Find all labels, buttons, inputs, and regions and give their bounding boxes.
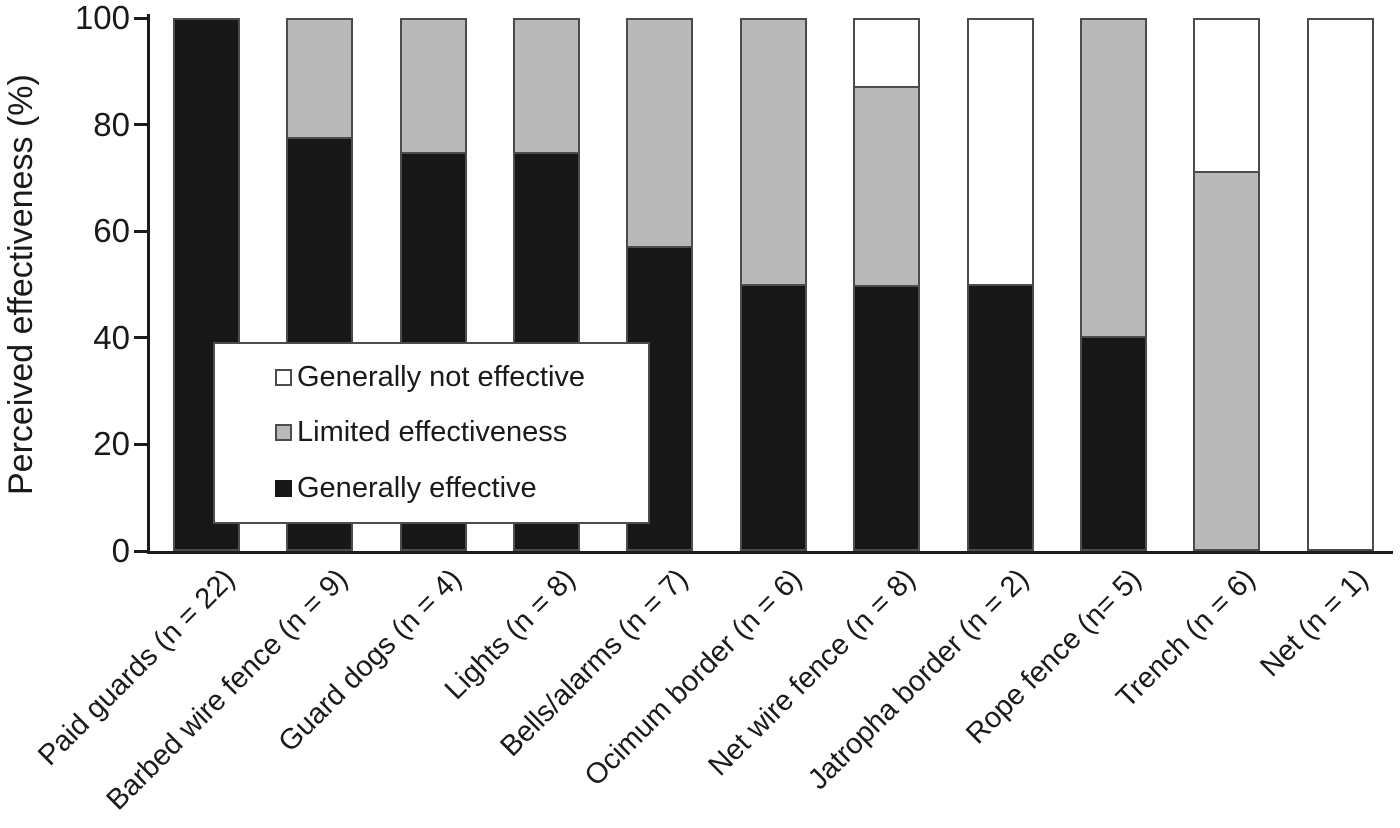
bar-segment: [855, 20, 919, 86]
y-tick: [134, 229, 148, 233]
y-axis-title: Perceived effectiveness (%): [2, 74, 40, 495]
bar-9: [1079, 18, 1147, 551]
y-tick: [134, 549, 148, 553]
bar-segment: [1195, 20, 1259, 171]
limited-swatch-icon: [275, 424, 292, 442]
bar-segment: [855, 284, 919, 549]
bar-segment: [968, 283, 1032, 549]
bar-segment: [628, 20, 692, 247]
x-axis-line: [147, 551, 1393, 554]
bar-10: [1193, 18, 1261, 551]
y-tick-label: 60: [93, 212, 130, 250]
bar-segment: [1081, 336, 1145, 549]
bar-segment: [515, 20, 579, 152]
bar-segment: [288, 20, 352, 137]
bar-7: [853, 18, 921, 551]
effective-swatch-icon: [275, 479, 292, 497]
legend-label: Generally effective: [297, 471, 537, 504]
legend: Generally not effective Limited effectiv…: [213, 342, 650, 524]
not-effective-swatch-icon: [275, 369, 292, 387]
y-tick-label: 20: [93, 425, 130, 463]
y-axis-line: [147, 14, 150, 554]
legend-label: Limited effectiveness: [297, 416, 568, 449]
y-tick-label: 40: [93, 318, 130, 356]
bar-segment: [968, 20, 1032, 284]
x-category-label: Ocimum border (n = 6): [578, 563, 808, 793]
x-category-label: Paid guards (n = 22): [32, 563, 242, 773]
y-tick: [134, 442, 148, 446]
bar-segment: [1308, 20, 1372, 549]
y-tick: [134, 16, 148, 20]
y-tick-label: 0: [111, 532, 130, 569]
bar-segment: [855, 85, 919, 285]
bar-segment: [1081, 20, 1145, 337]
legend-item-limited: Limited effectiveness: [275, 416, 648, 449]
bar-11: [1306, 18, 1374, 551]
x-category-label: Net (n = 1): [1254, 563, 1375, 684]
bar-segment: [741, 283, 805, 549]
bar-segment: [1195, 170, 1259, 549]
y-tick: [134, 336, 148, 340]
bar-segment: [741, 20, 805, 284]
bar-8: [966, 18, 1034, 551]
legend-label: Generally not effective: [297, 361, 586, 394]
x-category-label: Jatropha border (n = 2): [801, 563, 1035, 796]
bar-5: [626, 18, 694, 551]
bar-segment: [401, 20, 465, 152]
x-category-label: Bells/alarms (n = 7): [494, 563, 695, 763]
legend-item-effective: Generally effective: [275, 472, 648, 505]
y-tick-label: 80: [93, 105, 130, 143]
legend-item-not-effective: Generally not effective: [275, 361, 648, 394]
x-category-label: Net wire fence (n = 8): [702, 563, 922, 783]
y-tick: [134, 123, 148, 127]
y-tick-label: 100: [74, 0, 130, 36]
bar-6: [739, 18, 807, 551]
